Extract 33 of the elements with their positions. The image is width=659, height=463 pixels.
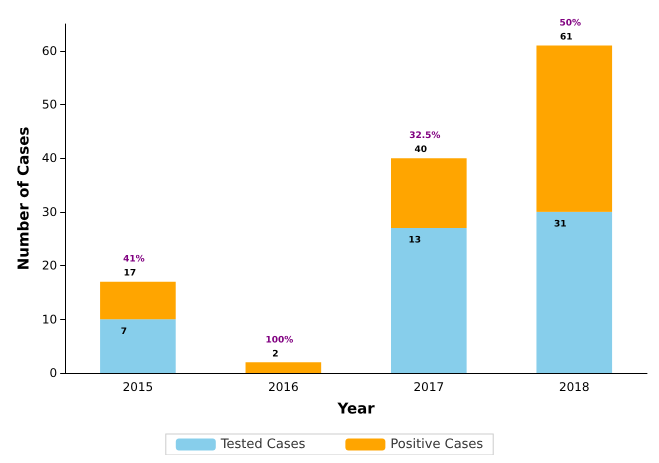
annotation: 32.5% — [409, 131, 440, 142]
bar — [100, 282, 176, 320]
x-tick-label: 2015 — [122, 380, 154, 394]
x-tick-label: 2016 — [268, 380, 299, 394]
y-tick-label: 50 — [42, 98, 58, 112]
y-tick-label: 10 — [42, 312, 58, 326]
x-tick-label: 2017 — [414, 380, 444, 394]
x-tick-label: 2018 — [559, 380, 590, 394]
bar — [246, 362, 322, 373]
y-axis-title: Number of Cases — [14, 126, 32, 270]
total-label: 40 — [414, 145, 428, 156]
legend-label: Tested Cases — [220, 437, 306, 452]
annotation: 100% — [265, 335, 294, 346]
data-label: 13 — [408, 236, 422, 246]
y-tick-label: 0 — [50, 366, 58, 380]
annotation: 41% — [123, 254, 145, 265]
total-label: 17 — [124, 268, 136, 279]
y-tick-label: 30 — [42, 204, 58, 219]
y-tick-label: 60 — [42, 44, 58, 58]
total-label: 2 — [272, 349, 278, 360]
y-tick-label: 20 — [42, 258, 58, 273]
x-axis-title: Year — [336, 400, 376, 418]
bar — [536, 45, 612, 212]
bar — [390, 228, 467, 373]
bar — [390, 158, 467, 228]
y-tick-label: 40 — [42, 151, 58, 166]
legend-label: Positive Cases — [390, 437, 484, 452]
data-label: 31 — [554, 219, 567, 230]
annotation: 50% — [560, 18, 582, 28]
total-label: 61 — [560, 32, 573, 42]
bar — [536, 212, 612, 373]
data-label: 7 — [120, 326, 128, 337]
bar — [100, 319, 176, 373]
